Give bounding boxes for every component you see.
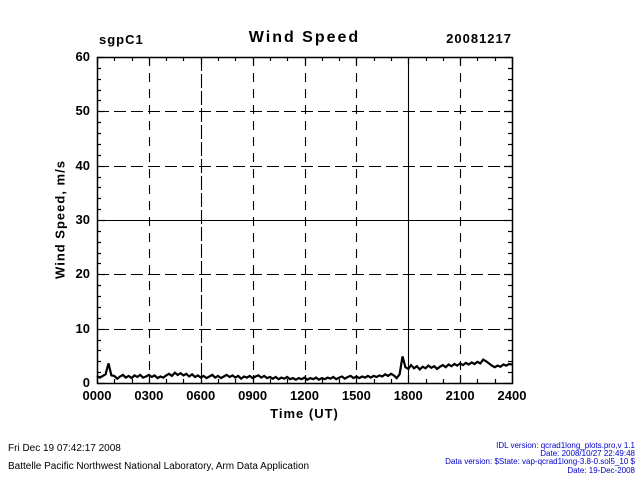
x-tick-label: 1800 (393, 388, 423, 403)
footer-timestamp: Fri Dec 19 07:42:17 2008 (8, 443, 121, 454)
x-tick-label: 0900 (238, 388, 268, 403)
footer-idl-date: Date: 2008/10/27 22:49:48 (540, 449, 635, 459)
plot-title: Wind Speed (248, 29, 361, 46)
site-label: sgpC1 (99, 32, 144, 47)
footer-organization: Battelle Pacific Northwest National Labo… (8, 461, 310, 472)
x-tick-label: 0000 (82, 388, 112, 403)
date-label: 20081217 (446, 31, 512, 46)
footer-data-date: Date: 19-Dec-2008 (567, 465, 635, 475)
wind-speed-trace (96, 356, 513, 382)
footer-version-block: IDL version: qcrad1long_plots.pro,v 1.1 … (290, 441, 635, 475)
footer-idl-version: IDL version: qcrad1long_plots.pro,v 1.1 (496, 441, 635, 450)
x-tick-label: 1200 (290, 388, 319, 403)
footer-data-version: Data version: $State: vap-qcrad1long-3.8… (445, 457, 635, 467)
y-tick-label: 40 (75, 157, 90, 173)
x-axis-label: Time (UT) (270, 406, 339, 421)
y-tick-label: 20 (75, 266, 90, 282)
y-tick-label: 50 (75, 103, 90, 119)
y-tick-label: 0 (82, 375, 90, 390)
x-tick-label: 1500 (341, 388, 371, 403)
y-tick-label: 10 (75, 320, 90, 336)
x-tick-label: 2400 (497, 388, 527, 403)
x-tick-label: 2100 (445, 388, 475, 403)
x-tick-label: 0300 (134, 388, 164, 403)
x-tick-label: 0600 (186, 388, 216, 403)
y-tick-label: 60 (75, 49, 90, 64)
y-tick-label: 30 (75, 212, 90, 227)
